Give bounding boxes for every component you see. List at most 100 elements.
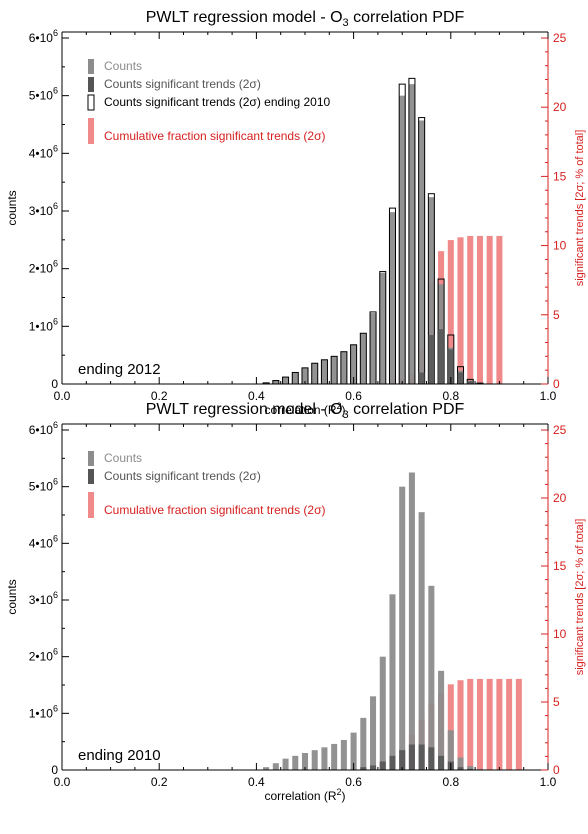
- y-tick-mantissa: 4•10: [29, 536, 54, 550]
- y-axis-label: counts: [5, 579, 19, 614]
- significant-bar: [389, 755, 396, 770]
- cumulative-bar: [467, 235, 474, 384]
- x-tick-label: 0.6: [345, 389, 362, 403]
- counts-bar: [340, 739, 347, 770]
- cumulative-bar: [496, 235, 503, 384]
- significant-bar: [467, 768, 474, 770]
- counts-bar: [389, 212, 396, 384]
- counts-bar: [467, 766, 474, 770]
- counts-bar: [311, 750, 318, 770]
- cumulative-bar: [476, 678, 483, 770]
- x-tick-label: 1.0: [540, 389, 557, 403]
- legend-label-significant: Counts significant trends (2σ): [104, 77, 261, 91]
- y2-tick-label: 5: [553, 308, 560, 322]
- counts-bar: [399, 95, 406, 385]
- y-tick-mantissa: 2•10: [29, 650, 54, 664]
- significant-bar: [418, 744, 425, 770]
- significant-bar: [428, 334, 435, 384]
- y-tick-mantissa: 3•10: [29, 593, 54, 607]
- chart-panel-1: PWLT regression model - O3 correlation P…: [5, 9, 586, 417]
- y-tick-label: 5•106: [29, 477, 58, 494]
- x-tick-label: 0.0: [54, 775, 71, 789]
- x-axis-label: correlation (R2): [264, 787, 345, 803]
- counts-bar: [263, 382, 270, 384]
- legend-swatch-cumulative: [88, 118, 94, 144]
- y-tick-label: 1•106: [29, 703, 58, 720]
- cumulative-bar: [467, 678, 474, 770]
- significant-bar: [360, 767, 367, 770]
- y-tick-exponent: 6: [53, 647, 58, 657]
- y-tick-mantissa: 3•10: [29, 204, 54, 218]
- x-axis-label-superscript: 2: [337, 401, 342, 411]
- x-tick-label: 0.4: [248, 775, 265, 789]
- y2-axis-label: significant trends [2σ; % of total]: [574, 130, 586, 287]
- y-tick-label: 0: [51, 377, 58, 391]
- counts-bar: [399, 486, 406, 770]
- y2-tick-label: 0: [553, 377, 560, 391]
- y-tick-label: 4•106: [29, 533, 58, 550]
- chart-panel-2: PWLT regression model - O3 correlation P…: [5, 401, 586, 803]
- counts-bar: [340, 351, 347, 384]
- cumulative-bar: [506, 678, 513, 770]
- counts-bar: [321, 747, 328, 770]
- y-tick-mantissa: 0: [51, 763, 58, 777]
- y-tick-exponent: 6: [53, 703, 58, 713]
- chart-title-subscript: 3: [343, 409, 349, 421]
- counts-bar: [379, 272, 386, 384]
- significant-bar: [399, 750, 406, 770]
- y-tick-label: 6•106: [29, 420, 58, 437]
- y-tick-mantissa: 1•10: [29, 319, 54, 333]
- significant-bar: [457, 767, 464, 770]
- counts-bar: [272, 380, 279, 384]
- counts-bar: [370, 696, 377, 770]
- counts-bar: [370, 313, 377, 384]
- significant-bar: [438, 755, 445, 770]
- x-axis-label-main: correlation (R: [264, 789, 336, 803]
- y-tick-label: 4•106: [29, 143, 58, 160]
- y2-axis-label: significant trends [2σ; % of total]: [574, 519, 586, 676]
- legend-label-cumulative: Cumulative fraction significant trends (…: [104, 129, 326, 143]
- counts-bar: [263, 767, 270, 770]
- significant-bar: [467, 381, 474, 384]
- y2-tick-label: 20: [553, 100, 567, 114]
- chart-title-main: PWLT regression model - O: [146, 401, 343, 418]
- chart-title: PWLT regression model - O3 correlation P…: [146, 9, 465, 29]
- y-tick-mantissa: 4•10: [29, 146, 54, 160]
- y-tick-label: 2•106: [29, 259, 58, 276]
- y-tick-label: 2•106: [29, 647, 58, 664]
- significant-bar: [370, 765, 377, 770]
- y-tick-mantissa: 6•10: [29, 423, 54, 437]
- y2-tick-label: 5: [553, 695, 560, 709]
- counts-bar: [428, 585, 435, 770]
- y-tick-exponent: 6: [53, 201, 58, 211]
- ending-annotation: ending 2012: [78, 361, 161, 378]
- y2-tick-label: 20: [553, 491, 567, 505]
- x-tick-label: 1.0: [540, 775, 557, 789]
- counts-bar: [282, 377, 289, 384]
- legend-swatch-counts: [88, 451, 94, 466]
- legend-label-counts: Counts: [104, 451, 142, 465]
- legend-swatch-counts: [88, 59, 94, 74]
- x-tick-label: 0.8: [442, 775, 459, 789]
- x-axis-label: correlation (R2): [264, 401, 345, 417]
- y-tick-label: 5•106: [29, 86, 58, 103]
- cumulative-bar: [486, 678, 493, 770]
- legend-swatch-outline: [87, 94, 95, 111]
- y2-tick-label: 25: [553, 423, 567, 437]
- counts-bar: [272, 763, 279, 770]
- counts-bar: [292, 372, 299, 384]
- legend-swatch-significant: [88, 469, 94, 484]
- significant-bar: [447, 349, 454, 384]
- y-tick-mantissa: 5•10: [29, 89, 54, 103]
- cumulative-bar: [447, 240, 454, 384]
- y-tick-exponent: 6: [53, 590, 58, 600]
- x-axis-label-main: correlation (R: [264, 403, 336, 417]
- cumulative-bar: [515, 678, 522, 770]
- y-axis-label: counts: [5, 190, 19, 225]
- x-tick-label: 0.6: [345, 775, 362, 789]
- y-tick-label: 3•106: [29, 201, 58, 218]
- y2-tick-label: 15: [553, 169, 567, 183]
- legend-label-outline: Counts significant trends (2σ) ending 20…: [104, 95, 331, 109]
- y-tick-exponent: 6: [53, 477, 58, 487]
